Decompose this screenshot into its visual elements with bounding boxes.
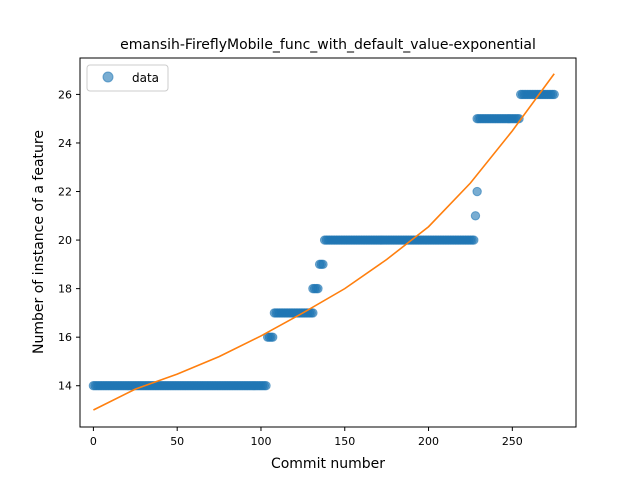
x-axis-label: Commit number xyxy=(271,456,385,472)
y-axis-label: Number of instance of a feature xyxy=(31,130,47,354)
y-tick-label: 24 xyxy=(58,137,72,150)
legend-box xyxy=(86,64,169,92)
x-tick-label: 100 xyxy=(250,435,271,448)
x-tick-label: 50 xyxy=(170,435,184,448)
y-tick-label: 22 xyxy=(58,186,72,199)
data-point xyxy=(469,235,479,245)
y-tick-label: 20 xyxy=(58,234,72,247)
x-tick-label: 150 xyxy=(334,435,355,448)
legend-marker-data xyxy=(102,71,114,83)
plot-area xyxy=(88,73,559,411)
x-tick-label: 250 xyxy=(502,435,523,448)
fit-line xyxy=(93,73,555,411)
legend-label-data: data xyxy=(132,71,159,85)
data-point xyxy=(268,332,278,342)
data-point xyxy=(313,283,323,294)
data-point xyxy=(470,211,481,221)
axes-frame xyxy=(79,57,577,428)
legend: data xyxy=(86,64,169,92)
y-tick-label: 26 xyxy=(58,88,72,101)
axis-ticks: 0 50 100 150 200 250 14 16 18 20 22 24 26 xyxy=(58,88,523,448)
chart-title: emansih-FireflyMobile_func_with_default_… xyxy=(120,37,536,53)
data-point xyxy=(318,259,328,270)
x-tick-label: 200 xyxy=(418,435,439,448)
y-tick-label: 16 xyxy=(58,331,72,344)
y-tick-label: 18 xyxy=(58,283,72,296)
data-point xyxy=(549,89,559,100)
data-point xyxy=(308,308,318,318)
y-tick-label: 14 xyxy=(58,380,72,393)
data-point xyxy=(261,381,271,391)
x-tick-label: 0 xyxy=(90,435,97,448)
data-point xyxy=(472,186,482,197)
